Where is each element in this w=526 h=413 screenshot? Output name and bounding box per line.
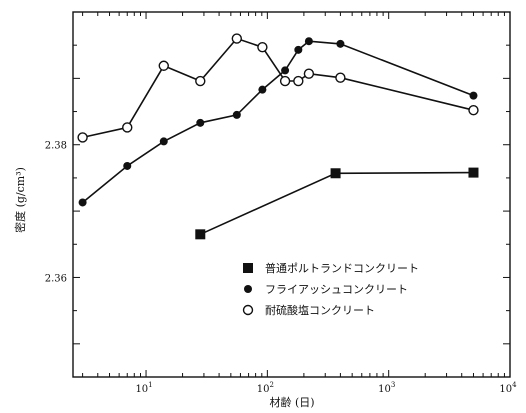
data-point <box>336 39 345 48</box>
y-tick-label: 2.36 <box>45 273 67 284</box>
x-tick-label-exponent: 1 <box>148 381 152 389</box>
x-axis-label: 材齢 (日) <box>269 395 314 409</box>
data-point <box>257 41 268 53</box>
x-tick-label-exponent: 2 <box>269 381 273 389</box>
x-tick-label: 101 <box>135 381 152 395</box>
data-point <box>330 168 341 179</box>
data-point <box>244 285 252 293</box>
data-point <box>231 33 243 44</box>
series-line <box>82 37 474 139</box>
data-point <box>468 167 479 178</box>
data-point <box>159 137 168 146</box>
data-point <box>122 122 133 133</box>
data-point <box>77 132 88 143</box>
series-2 <box>78 37 478 207</box>
data-point <box>294 45 303 54</box>
data-point <box>78 198 87 207</box>
ticks: 101 102 103 104 2.36 2.38 <box>45 11 517 395</box>
data-point <box>281 66 290 75</box>
series-line <box>199 171 474 236</box>
data-point <box>258 85 267 94</box>
series-1 <box>195 167 479 240</box>
data-point <box>196 118 205 127</box>
y-tick-label: 2.38 <box>45 141 67 152</box>
x-tick-label-exponent: 4 <box>512 381 517 389</box>
legend-label: 耐硫酸塩コンクリート <box>265 303 375 317</box>
x-tick-label: 102 <box>257 381 274 395</box>
data-point <box>303 68 315 79</box>
series-line <box>82 40 474 204</box>
data-point <box>158 60 169 71</box>
data-point <box>335 72 346 83</box>
data-point <box>468 105 479 116</box>
axis-labels: 密度 (g/cm³) 材齢 (日) <box>13 167 315 409</box>
data-point <box>242 304 254 316</box>
data-point <box>195 229 206 240</box>
legend-label: 普通ポルトランドコンクリート <box>265 261 419 275</box>
legend-label: フライアッシュコンクリート <box>265 283 408 296</box>
data-point <box>293 75 304 87</box>
y-axis-label: 密度 (g/cm³) <box>13 167 27 233</box>
data-point <box>279 75 291 87</box>
data-point <box>232 110 241 119</box>
series-3 <box>77 33 479 143</box>
x-tick-label: 104 <box>499 381 517 395</box>
x-tick-label-exponent: 3 <box>391 381 395 389</box>
data-point <box>243 263 253 273</box>
axes <box>72 11 511 378</box>
data-point <box>195 75 206 87</box>
x-tick-label: 103 <box>378 381 395 395</box>
data-point <box>469 91 478 100</box>
data-point <box>123 161 132 170</box>
plot-frame <box>72 11 511 378</box>
data-point <box>304 37 313 46</box>
series-layer <box>77 33 479 240</box>
